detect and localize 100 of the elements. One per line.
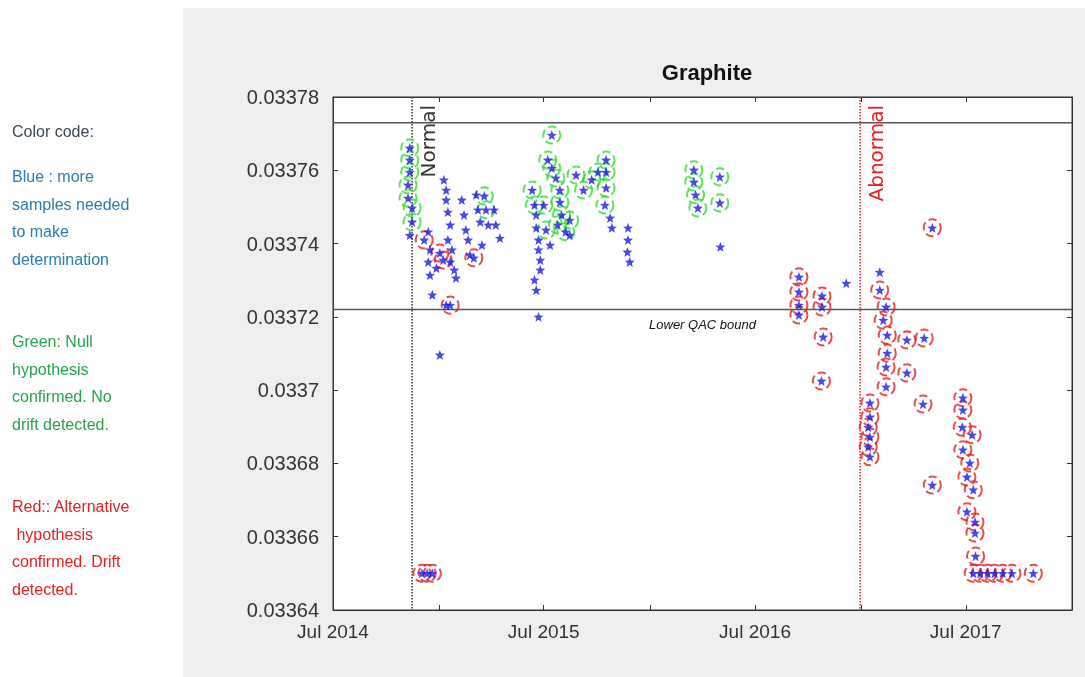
point: [522, 180, 542, 200]
point: [534, 195, 554, 215]
point: [789, 282, 809, 302]
point: [430, 243, 450, 263]
y-tick-label: 0.03376: [246, 159, 319, 182]
point: [433, 250, 453, 270]
x-tick-label: Jul 2017: [929, 621, 1002, 642]
point: [560, 210, 580, 230]
point: [414, 230, 434, 250]
point: [970, 563, 990, 583]
y-tick-label: 0.03366: [246, 525, 319, 548]
point: [400, 138, 420, 158]
point: [812, 286, 832, 306]
point: [566, 165, 586, 185]
point: [876, 377, 896, 397]
point: [588, 162, 608, 182]
ref-line-label: Abnormal: [864, 105, 889, 202]
text: Green: Null hypothesis confirmed. No drift detected.: [12, 333, 117, 433]
point: [978, 563, 998, 583]
point: [552, 205, 572, 225]
point: [550, 180, 570, 200]
point: [922, 218, 942, 238]
point: [686, 185, 706, 205]
point: [684, 160, 704, 180]
point: [1002, 563, 1022, 583]
y-tick-label: 0.03374: [246, 232, 319, 255]
point: [595, 195, 615, 215]
point: [953, 440, 973, 460]
point: [897, 330, 917, 350]
point: [688, 198, 708, 218]
point: [1023, 563, 1043, 583]
point: [474, 186, 494, 206]
point: [965, 512, 985, 532]
ref-line-label: Lower QAC bound: [649, 316, 757, 332]
point: [811, 371, 831, 391]
point: [870, 280, 890, 300]
point: [542, 158, 562, 178]
point: [965, 523, 985, 543]
point: [876, 297, 896, 317]
point: [897, 363, 917, 383]
point: [789, 295, 809, 315]
point: [402, 212, 422, 232]
point: [913, 394, 933, 414]
point: [400, 150, 420, 170]
point: [860, 427, 880, 447]
point: [914, 328, 934, 348]
point: [710, 193, 730, 213]
point: [464, 248, 484, 268]
point: [922, 475, 942, 495]
point: [953, 400, 973, 420]
x-tick-label: Jul 2016: [719, 621, 791, 642]
point: [963, 563, 983, 583]
point: [876, 357, 896, 377]
point: [789, 267, 809, 287]
point: [402, 198, 422, 218]
point: [538, 150, 558, 170]
point: [985, 563, 1005, 583]
point: [858, 417, 878, 437]
point: [993, 563, 1013, 583]
point: [684, 172, 704, 192]
text: Red:: Alternative hypothesis confirmed. Drift detected.: [12, 498, 130, 598]
point: [789, 305, 809, 325]
point: [582, 170, 602, 190]
y-tick-label: 0.03378: [246, 86, 319, 108]
point: [952, 417, 972, 437]
point: [536, 220, 556, 240]
point: [812, 297, 832, 317]
text: Blue : more samples needed to make determination: [12, 168, 134, 268]
point: [422, 563, 442, 583]
point: [546, 168, 566, 188]
point: [398, 175, 418, 195]
x-tick-label: Jul 2015: [507, 621, 580, 642]
x-tick-label: Jul 2014: [297, 621, 370, 642]
point: [957, 467, 977, 487]
y-tick-label: 0.03372: [246, 305, 319, 328]
point: [960, 453, 980, 473]
y-tick-label: 0.03364: [246, 599, 319, 621]
point: [476, 200, 496, 220]
point: [596, 162, 616, 182]
point: [417, 563, 437, 583]
point: [550, 192, 570, 212]
y-tick-label: 0.0337: [257, 379, 319, 402]
point: [860, 393, 880, 413]
point: [440, 295, 460, 315]
y-tick-label: 0.03368: [246, 452, 319, 475]
point: [400, 162, 420, 182]
point: [548, 215, 568, 235]
point: [962, 425, 982, 445]
text: Color code:: [12, 123, 94, 141]
point: [596, 178, 616, 198]
point: [525, 195, 544, 215]
point: [957, 502, 977, 522]
point: [556, 222, 576, 242]
point: [596, 150, 616, 170]
chart-title: Graphite: [661, 59, 753, 85]
point: [860, 447, 880, 467]
point: [574, 180, 594, 200]
point: [966, 546, 986, 566]
point: [877, 343, 897, 363]
point: [860, 407, 880, 427]
